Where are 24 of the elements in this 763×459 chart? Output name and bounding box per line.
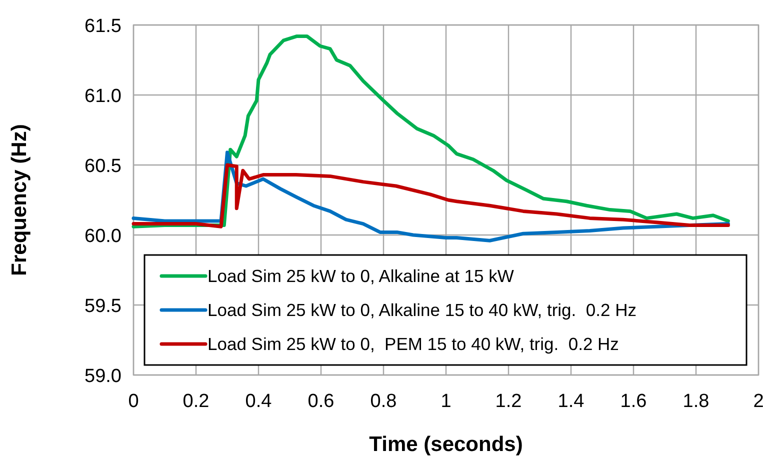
x-tick-label: 0.8 xyxy=(370,391,397,412)
y-tick-label: 59.0 xyxy=(84,366,122,387)
x-tick-label: 1.6 xyxy=(620,391,647,412)
x-tick-label: 0.4 xyxy=(245,391,272,412)
x-tick-label: 2 xyxy=(753,391,763,412)
x-tick-label: 1.8 xyxy=(682,391,710,412)
x-tick-label: 1.4 xyxy=(558,391,585,412)
line-series xyxy=(132,163,730,228)
y-tick-label: 60.5 xyxy=(84,156,122,177)
legend-label: Load Sim 25 kW to 0, Alkaline at 15 kW xyxy=(208,266,514,286)
y-axis-title: Frequency (Hz) xyxy=(8,124,31,276)
x-tick-label: 0.2 xyxy=(182,391,210,412)
x-tick-label: 1.2 xyxy=(495,391,522,412)
x-tick-label: 0 xyxy=(128,391,139,412)
legend-label: Load Sim 25 kW to 0, PEM 15 to 40 kW, trig. 0.2 Hz xyxy=(208,334,619,354)
y-tick-label: 60.0 xyxy=(84,226,122,247)
x-tick-label: 0.6 xyxy=(308,391,334,412)
y-tick-label: 61.0 xyxy=(84,86,122,107)
x-tick-label: 1 xyxy=(440,391,452,412)
y-tick-label: 59.5 xyxy=(84,296,122,317)
y-tick-label: 61.5 xyxy=(84,16,122,37)
x-axis-title: Time (seconds) xyxy=(369,433,523,456)
line-series xyxy=(132,34,730,228)
legend-label: Load Sim 25 kW to 0, Alkaline 15 to 40 kW, trig. 0.2 Hz xyxy=(208,300,636,320)
